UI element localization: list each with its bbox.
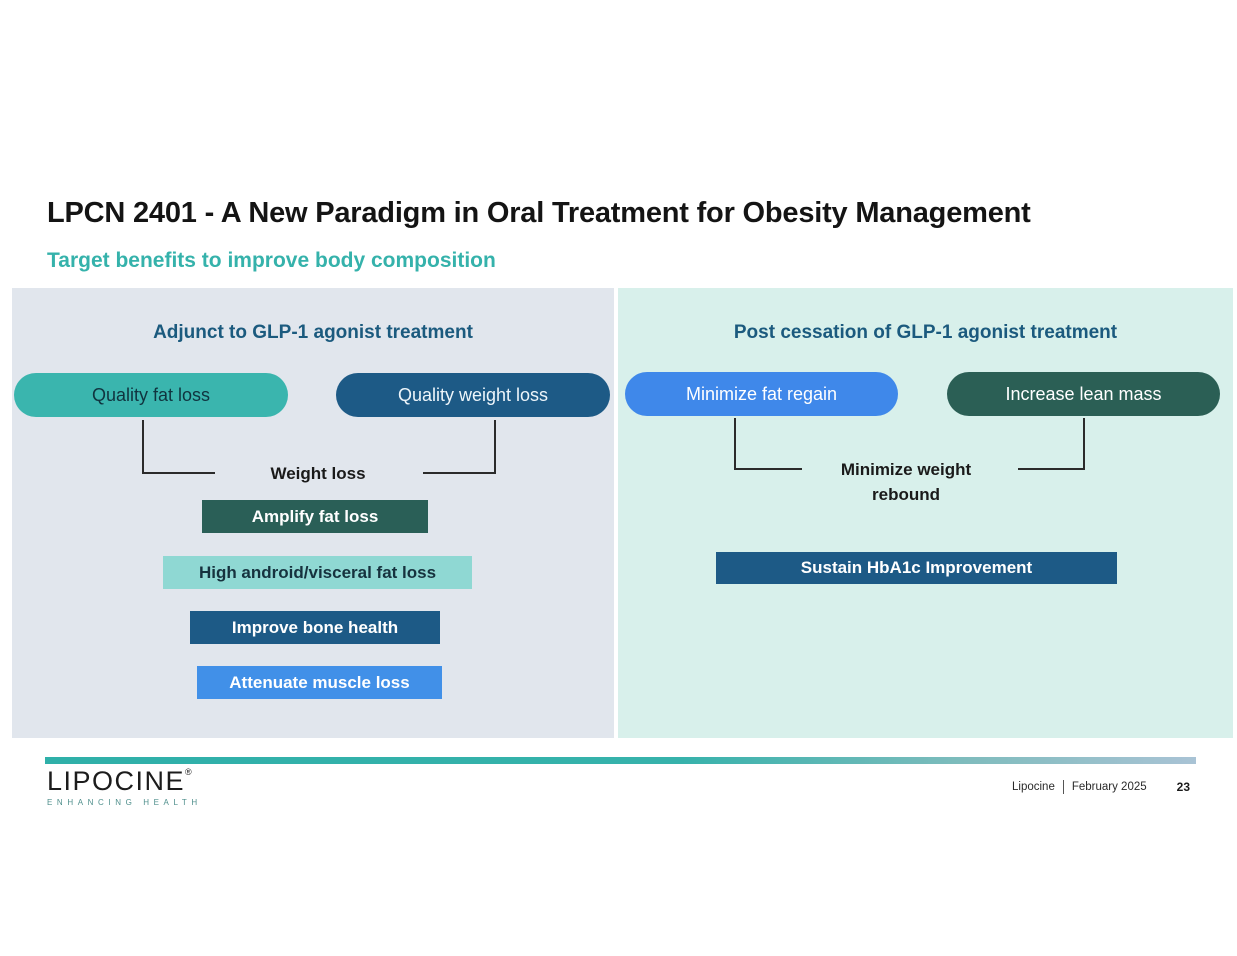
connector-line [423, 420, 496, 474]
footer-separator [1062, 780, 1064, 794]
benefit-box-attenuate-muscle-loss: Attenuate muscle loss [197, 666, 442, 699]
footer-divider [45, 757, 1196, 764]
right-panel-heading: Post cessation of GLP-1 agonist treatmen… [733, 322, 1118, 343]
pill-quality-fat-loss: Quality fat loss [14, 373, 288, 417]
page-title: LPCN 2401 - A New Paradigm in Oral Treat… [47, 197, 1031, 229]
pill-quality-weight-loss: Quality weight loss [336, 373, 610, 417]
footer-meta: Lipocine February 2025 23 [1012, 780, 1190, 794]
junction-label-minimize-weight-rebound: Minimize weight rebound [840, 460, 972, 504]
benefit-box-improve-bone-health: Improve bone health [190, 611, 440, 644]
left-panel-heading: Adjunct to GLP-1 agonist treatment [153, 322, 473, 343]
connector-line [142, 420, 215, 474]
lipocine-logo: LIPOCINE® ENHANCING HEALTH [47, 768, 202, 808]
benefit-box-amplify-fat-loss: Amplify fat loss [202, 500, 428, 533]
footer-company: Lipocine [1012, 781, 1055, 793]
registered-mark-icon: ® [185, 767, 194, 777]
lipocine-logo-tagline: ENHANCING HEALTH [47, 798, 202, 807]
footer-date: February 2025 [1071, 781, 1147, 793]
lipocine-logo-text: LIPOCINE [47, 766, 186, 796]
benefit-box-sustain-hba1c-improvement: Sustain HbA1c Improvement [716, 552, 1117, 584]
junction-label-weight-loss: Weight loss [270, 464, 366, 483]
page-subtitle: Target benefits to improve body composit… [47, 249, 496, 272]
page-number: 23 [1176, 780, 1190, 794]
lipocine-logo-wordmark: LIPOCINE® [47, 768, 202, 795]
right-panel-post-cessation: Post cessation of GLP-1 agonist treatmen… [618, 288, 1233, 738]
connector-line [734, 418, 802, 470]
connector-line [1018, 418, 1085, 470]
benefit-box-high-android-visceral-fat-loss: High android/visceral fat loss [163, 556, 472, 589]
pill-minimize-fat-regain: Minimize fat regain [625, 372, 898, 416]
pill-increase-lean-mass: Increase lean mass [947, 372, 1220, 416]
